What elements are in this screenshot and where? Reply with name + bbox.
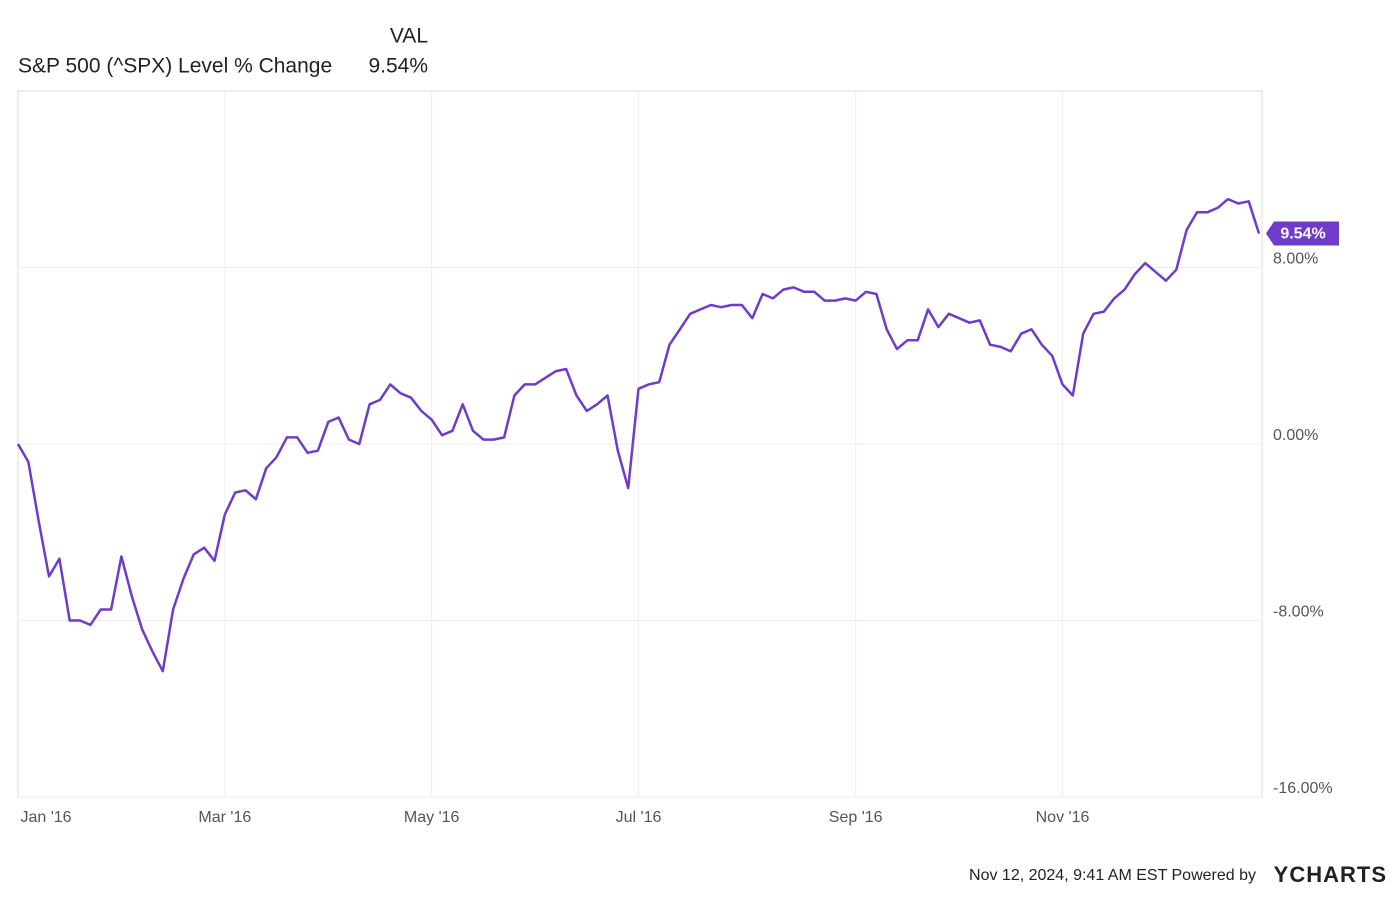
- footer: Nov 12, 2024, 9:41 AM EST Powered by: [969, 867, 1256, 884]
- y-tick-label: -8.00%: [1273, 604, 1324, 621]
- x-tick-label: Mar '16: [198, 809, 251, 826]
- x-tick-label: May '16: [404, 809, 460, 826]
- x-tick-label: Jul '16: [616, 809, 662, 826]
- legend-header: VAL: [390, 25, 428, 48]
- series-line: [16, 197, 1261, 673]
- x-tick-label: Sep '16: [829, 809, 883, 826]
- y-tick-label: -16.00%: [1273, 780, 1333, 797]
- legend-value: 9.54%: [368, 55, 428, 78]
- y-tick-label: 0.00%: [1273, 427, 1318, 444]
- x-tick-label: Jan '16: [20, 809, 71, 826]
- brand: YCHARTS: [1274, 862, 1387, 887]
- y-tick-label: 8.00%: [1273, 251, 1318, 268]
- x-tick-label: Nov '16: [1036, 809, 1090, 826]
- legend-name: S&P 500 (^SPX) Level % Change: [18, 55, 332, 78]
- value-tag: [1266, 221, 1339, 246]
- value-label: 9.54%: [1280, 226, 1325, 243]
